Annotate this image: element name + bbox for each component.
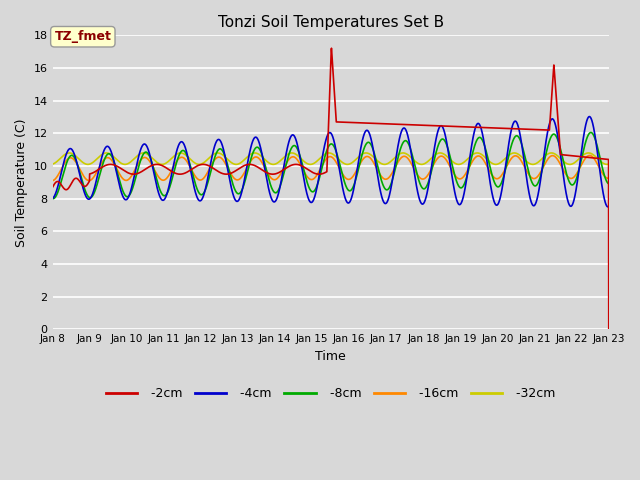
Legend:  -2cm,  -4cm,  -8cm,  -16cm,  -32cm: -2cm, -4cm, -8cm, -16cm, -32cm	[101, 383, 561, 406]
Y-axis label: Soil Temperature (C): Soil Temperature (C)	[15, 118, 28, 247]
X-axis label: Time: Time	[316, 350, 346, 363]
Title: Tonzi Soil Temperatures Set B: Tonzi Soil Temperatures Set B	[218, 15, 444, 30]
Text: TZ_fmet: TZ_fmet	[54, 30, 111, 43]
